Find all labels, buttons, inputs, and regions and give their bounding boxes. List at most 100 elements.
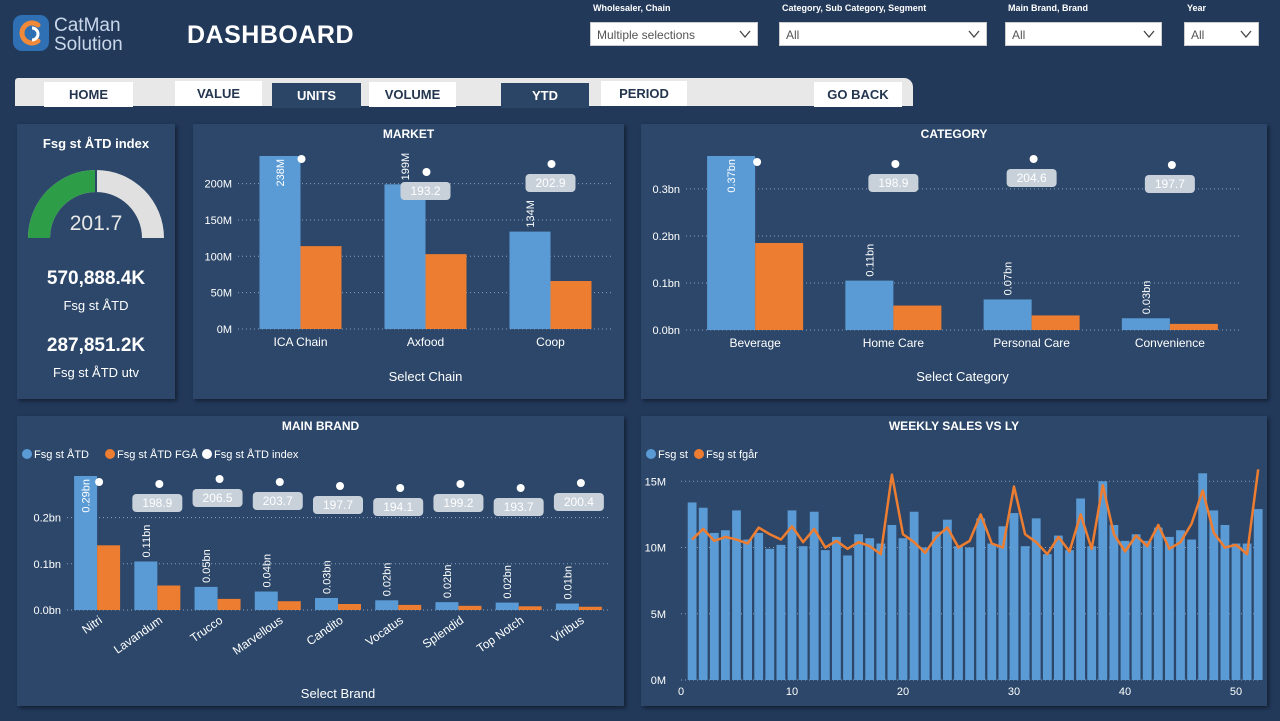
market-ytick-label: 150M	[204, 215, 232, 227]
filter-label-year: Year	[1187, 3, 1207, 13]
chevron-down-icon	[1143, 30, 1155, 39]
nav-ytd-button[interactable]: YTD	[501, 83, 589, 108]
weekly-bar	[865, 538, 875, 680]
brand-data-label: 0.01bn	[562, 566, 574, 600]
market-ytick-label: 0M	[217, 324, 232, 336]
brand-bar-current	[315, 597, 338, 610]
weekly-bar	[776, 544, 786, 680]
weekly-bar	[1031, 518, 1041, 680]
filter-chain-value: Multiple selections	[597, 28, 696, 42]
category-data-label: 0.03bn	[1141, 281, 1153, 315]
filter-category-dropdown[interactable]: All	[779, 22, 987, 46]
brand-category-label: Top Notch	[474, 613, 526, 655]
nav-value-button[interactable]: VALUE	[175, 81, 262, 106]
nav-period-button[interactable]: PERIOD	[601, 81, 687, 106]
weekly-bar	[1198, 473, 1208, 680]
nav-volume-button[interactable]: VOLUME	[369, 82, 456, 107]
brand-legend-marker	[202, 449, 212, 459]
brand-bar-current	[254, 591, 278, 610]
brand-index-label: 203.7	[263, 494, 293, 508]
category-index-dot	[753, 158, 762, 166]
category-index-label-bg	[1006, 169, 1057, 187]
weekly-bar	[709, 532, 719, 680]
weekly-xtick-label: 10	[786, 686, 798, 698]
brand-index-label-bg	[553, 493, 604, 511]
brand-legend-label: Fsg st ÅTD FGÅ	[117, 448, 198, 461]
brand-bar-last-year	[458, 605, 482, 610]
brand-category-label: Marvellous	[230, 613, 286, 658]
weekly-bar	[809, 511, 819, 680]
brand-bar-current	[435, 602, 459, 610]
market-index-dot	[422, 168, 431, 176]
market-index-dot	[297, 155, 306, 163]
category-bar-current	[1121, 318, 1170, 330]
weekly-bar	[765, 548, 775, 680]
brand-index-dot	[396, 484, 405, 492]
category-index-label: 204.6	[1017, 171, 1047, 185]
category-ytick-label: 0.3bn	[652, 184, 680, 196]
brand-ytick-label: 0.0bn	[33, 605, 61, 617]
weekly-bar	[965, 547, 974, 680]
market-ytick-label: 200M	[204, 179, 232, 191]
chevron-down-icon	[1240, 30, 1252, 39]
category-category-label: Home Care	[863, 336, 925, 350]
weekly-bar	[1142, 540, 1152, 680]
brand-index-label-bg	[493, 498, 544, 516]
brand-index-label-bg	[132, 494, 183, 512]
weekly-bar	[1220, 524, 1230, 680]
nav-units-button[interactable]: UNITS	[272, 83, 361, 108]
weekly-bar	[1065, 550, 1074, 680]
brand-legend-label: Fsg st ÅTD index	[214, 448, 299, 461]
brand-category-label: Viribus	[549, 613, 587, 645]
weekly-bar	[943, 519, 952, 680]
brand-index-label: 199.2	[443, 496, 473, 510]
weekly-bar	[843, 555, 852, 680]
category-index-label: 198.9	[878, 176, 908, 190]
brand-data-label: 0.02bn	[382, 563, 394, 597]
market-index-label: 193.2	[410, 184, 440, 198]
filter-year-dropdown[interactable]: All	[1184, 22, 1259, 46]
brand-legend-label: Fsg st ÅTD	[34, 448, 89, 461]
market-data-label: 134M	[525, 200, 537, 228]
weekly-bar	[887, 524, 897, 680]
nav-go-back-button[interactable]: GO BACK	[814, 82, 902, 107]
category-title: CATEGORY	[920, 127, 988, 141]
weekly-bar	[987, 543, 997, 680]
brand-index-dot	[275, 478, 284, 486]
nav-home-button[interactable]: HOME	[44, 82, 133, 107]
brand-data-label: 0.11bn	[141, 525, 153, 558]
filter-chain-dropdown[interactable]: Multiple selections	[590, 22, 758, 46]
weekly-legend-label: Fsg st fgår	[706, 449, 758, 461]
weekly-bar	[1098, 481, 1108, 680]
market-index-label: 202.9	[535, 176, 565, 190]
brand-ytick-label: 0.1bn	[33, 559, 61, 571]
market-bar-last-year	[425, 254, 467, 329]
brand-index-label: 197.7	[323, 498, 353, 512]
category-index-label-bg	[1144, 175, 1195, 193]
category-chart: 0.0bn 0.1bn 0.2bn 0.3bn 0.37bn Beverage 0.11bn…	[652, 155, 1239, 384]
nav-bar	[15, 78, 913, 106]
logo-line2: Solution	[54, 34, 123, 55]
weekly-bar	[743, 539, 752, 680]
filter-brand-dropdown[interactable]: All	[1005, 22, 1162, 46]
weekly-bar	[1165, 536, 1174, 680]
weekly-legend-marker	[646, 449, 656, 459]
category-category-label: Convenience	[1135, 336, 1205, 350]
weekly-bar	[976, 518, 986, 680]
weekly-bar	[920, 547, 930, 680]
category-bar-last-year	[1031, 315, 1080, 330]
brand-index-label: 198.9	[142, 496, 172, 510]
brand-index-label: 193.7	[504, 500, 534, 514]
kpi-value-2: 287,851.2K	[46, 335, 146, 356]
gauge-chart	[28, 170, 164, 238]
brand-data-label: 0.02bn	[502, 565, 514, 599]
category-index-dot	[891, 160, 900, 168]
brand-bar-last-year	[97, 545, 121, 610]
brand-data-label: 0.03bn	[322, 560, 334, 594]
market-title: MARKET	[382, 127, 435, 141]
market-ytick-label: 50M	[211, 288, 232, 300]
catman-logo-icon	[13, 15, 49, 51]
brand-xlabel: Select Brand	[301, 686, 375, 701]
brand-index-label: 194.1	[383, 500, 413, 514]
weekly-ly-line	[691, 469, 1260, 556]
